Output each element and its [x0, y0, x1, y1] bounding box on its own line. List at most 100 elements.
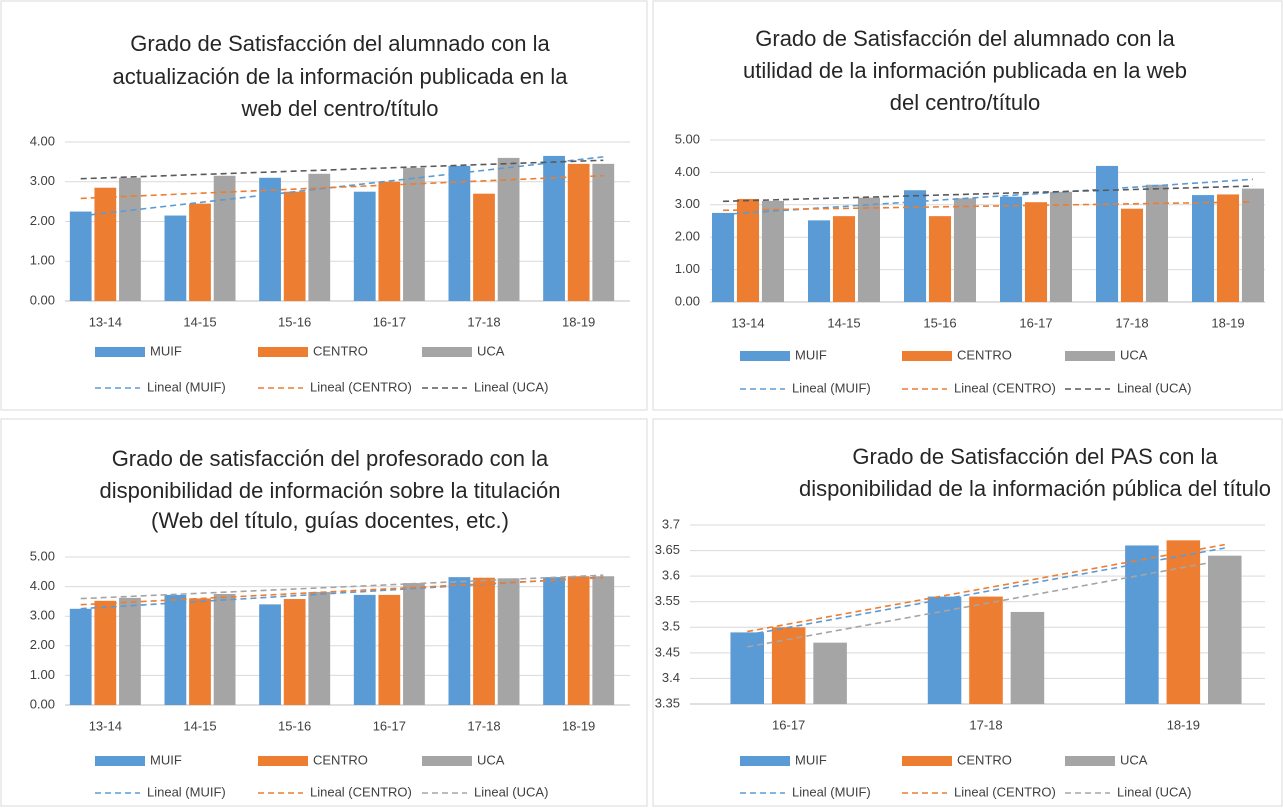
chart-title: disponibilidad de información sobre la t… [99, 478, 560, 503]
y-tick-label: 2.00 [30, 637, 55, 652]
chart-title: Grado de Satisfacción del PAS con la [852, 444, 1218, 469]
trend-line [80, 576, 604, 606]
bar [69, 608, 92, 705]
x-tick-label: 15-16 [923, 315, 956, 330]
bar [189, 598, 211, 705]
legend-label: MUIF [795, 347, 827, 362]
bar [1096, 165, 1119, 302]
bar [308, 591, 331, 705]
legend-swatch [1065, 351, 1115, 361]
bar [308, 173, 331, 301]
legend-swatch [95, 347, 145, 357]
bar [189, 203, 211, 301]
bar [1024, 202, 1048, 302]
legend-label: MUIF [150, 752, 182, 767]
bar [259, 604, 281, 705]
legend-label: UCA [477, 343, 505, 358]
bar [119, 597, 141, 705]
legend-swatch [740, 756, 790, 766]
bar [94, 187, 117, 301]
bar [353, 191, 376, 301]
y-tick-label: 3.4 [662, 670, 680, 685]
legend-label: CENTRO [957, 752, 1012, 767]
x-tick-label: 18-19 [1211, 315, 1244, 330]
bar [164, 594, 187, 705]
y-tick-label: 0.00 [30, 292, 55, 307]
trend-line [747, 543, 1225, 633]
bar [730, 632, 764, 704]
y-tick-label: 4.00 [30, 133, 55, 148]
legend-label: MUIF [150, 343, 182, 358]
bar [813, 642, 847, 704]
chart-title: Grado de Satisfacción del alumnado con l… [755, 26, 1175, 51]
legend-trend-label: Lineal (UCA) [1117, 380, 1191, 395]
bar [94, 600, 117, 705]
legend-swatch [740, 351, 790, 361]
legend-label: UCA [1120, 752, 1148, 767]
chart-title: actualización de la información publicad… [113, 64, 569, 89]
y-tick-label: 4.00 [675, 164, 700, 179]
legend-swatch [1065, 756, 1115, 766]
panel-border [652, 418, 1283, 807]
bar [164, 215, 187, 301]
bar [378, 594, 401, 705]
bar [567, 576, 590, 705]
legend-label: CENTRO [313, 343, 368, 358]
x-tick-label: 14-15 [183, 718, 216, 733]
bar [1241, 188, 1264, 302]
panel-border [0, 0, 648, 411]
bar [403, 583, 425, 705]
x-tick-label: 18-19 [562, 718, 595, 733]
y-tick-label: 1.00 [675, 261, 700, 276]
y-tick-label: 5.00 [675, 131, 700, 146]
y-tick-label: 3.00 [30, 608, 55, 623]
bar [543, 155, 565, 301]
x-tick-label: 18-19 [562, 314, 595, 329]
bar [1192, 195, 1215, 302]
trend-line [723, 185, 1253, 203]
bar [1145, 184, 1168, 302]
bar [857, 197, 880, 302]
legend-trend-label: Lineal (UCA) [474, 784, 548, 799]
y-tick-label: 1.00 [30, 253, 55, 268]
bar [761, 200, 784, 302]
legend-swatch [258, 756, 308, 766]
trend-line [80, 174, 604, 200]
y-tick-label: 3.6 [662, 568, 680, 583]
y-tick-label: 3.65 [655, 542, 680, 557]
bar [448, 577, 471, 705]
bar [712, 212, 735, 302]
y-tick-label: 0.00 [30, 696, 55, 711]
legend-label: CENTRO [313, 752, 368, 767]
bar [832, 216, 856, 302]
bar [567, 163, 590, 301]
legend-swatch [258, 347, 308, 357]
bar [953, 198, 976, 302]
bar [1000, 196, 1023, 302]
bar [283, 599, 306, 705]
bar [497, 157, 520, 301]
x-tick-label: 16-17 [1019, 315, 1052, 330]
bar [592, 576, 615, 705]
legend-swatch [422, 347, 472, 357]
y-tick-label: 3.00 [30, 173, 55, 188]
y-tick-label: 5.00 [30, 548, 55, 563]
y-tick-label: 4.00 [30, 578, 55, 593]
chart-title: Grado de Satisfacción del alumnado con l… [130, 31, 550, 56]
bar [1049, 191, 1072, 302]
bar [904, 190, 927, 302]
y-tick-label: 0.00 [675, 293, 700, 308]
bar [119, 177, 141, 301]
x-tick-label: 14-15 [183, 314, 216, 329]
bar [448, 165, 471, 301]
y-tick-label: 1.00 [30, 667, 55, 682]
legend-trend-label: Lineal (MUIF) [147, 784, 226, 799]
chart-title: del centro/título [890, 90, 1040, 115]
legend-trend-label: Lineal (CENTRO) [954, 784, 1056, 799]
y-tick-label: 3.7 [662, 516, 680, 531]
legend-swatch [95, 756, 145, 766]
panel-border [652, 0, 1283, 411]
bar [1010, 611, 1045, 704]
chart-title: utilidad de la información publicada en … [743, 58, 1187, 83]
